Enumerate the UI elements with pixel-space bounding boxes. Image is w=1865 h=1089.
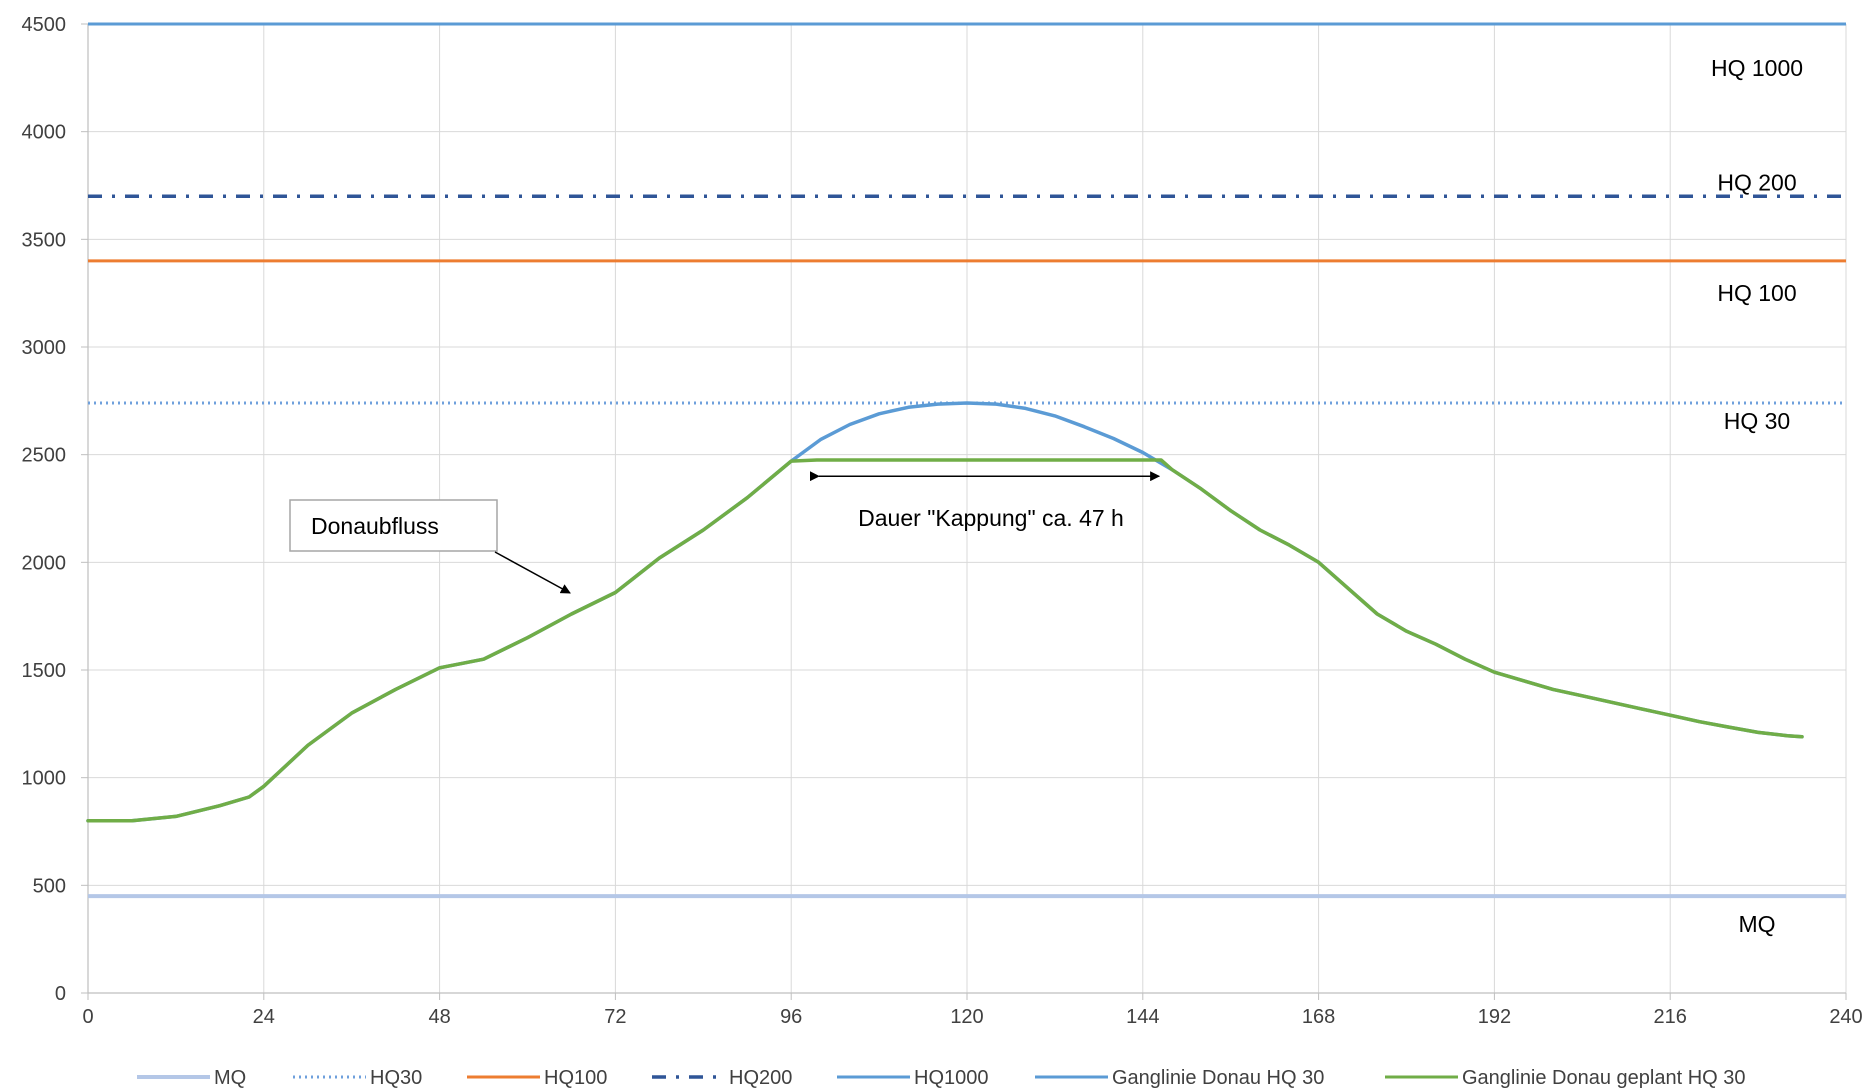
legend: MQ HQ30 HQ100 HQ200 HQ1000 Ganglinie Donau HQ… <box>137 1067 1746 1089</box>
ref-label-hq100: HQ 100 <box>1717 280 1796 306</box>
duration-label: Dauer "Kappung" ca. 47 h <box>858 505 1124 531</box>
annotation-pointer-arrow <box>495 552 570 593</box>
y-tick-label: 1000 <box>22 768 67 790</box>
ref-label-hq1000: HQ 1000 <box>1711 55 1803 81</box>
x-tick-label: 96 <box>780 1006 802 1028</box>
ref-label-hq200: HQ 200 <box>1717 169 1796 195</box>
series-line-ganglinie-hq30 <box>88 403 1802 821</box>
x-tick-label: 192 <box>1478 1006 1511 1028</box>
x-tick-label: 24 <box>253 1006 275 1028</box>
y-tick-label: 500 <box>33 875 66 897</box>
reference-labels: MQ HQ 30 HQ 100 HQ 200 HQ 1000 <box>1711 55 1803 937</box>
y-tick-label: 4500 <box>22 14 67 36</box>
x-tick-label: 216 <box>1654 1006 1687 1028</box>
legend-label: HQ30 <box>370 1067 422 1089</box>
y-tick-label: 2500 <box>22 445 67 467</box>
x-tick-label: 48 <box>428 1006 450 1028</box>
y-tick-label: 2000 <box>22 552 67 574</box>
y-tick-label: 4000 <box>22 122 67 144</box>
ref-label-mq: MQ <box>1738 911 1775 937</box>
x-tick-label: 72 <box>604 1006 626 1028</box>
x-tick-label: 240 <box>1829 1006 1862 1028</box>
y-tick-label: 3500 <box>22 229 67 251</box>
annotation-box-label: Donaubfluss <box>311 513 439 539</box>
y-tick-label: 1500 <box>22 660 67 682</box>
x-tick-label: 168 <box>1302 1006 1335 1028</box>
x-tick-label: 0 <box>82 1006 93 1028</box>
legend-label: HQ100 <box>544 1067 607 1089</box>
y-tick-label: 3000 <box>22 337 67 359</box>
annotation-donauabfluss: Donaubfluss <box>290 500 570 593</box>
x-tick-label: 144 <box>1126 1006 1159 1028</box>
legend-label: HQ1000 <box>914 1067 989 1089</box>
legend-label: HQ200 <box>729 1067 792 1089</box>
x-tick-label: 120 <box>950 1006 983 1028</box>
legend-label: Ganglinie Donau HQ 30 <box>1112 1067 1324 1089</box>
ref-label-hq30: HQ 30 <box>1724 408 1790 434</box>
annotation-duration: Dauer "Kappung" ca. 47 h <box>819 476 1159 531</box>
legend-label: MQ <box>214 1067 246 1089</box>
series-lines <box>88 403 1802 821</box>
legend-label: Ganglinie Donau geplant HQ 30 <box>1462 1067 1746 1089</box>
y-tick-label: 0 <box>55 983 66 1005</box>
